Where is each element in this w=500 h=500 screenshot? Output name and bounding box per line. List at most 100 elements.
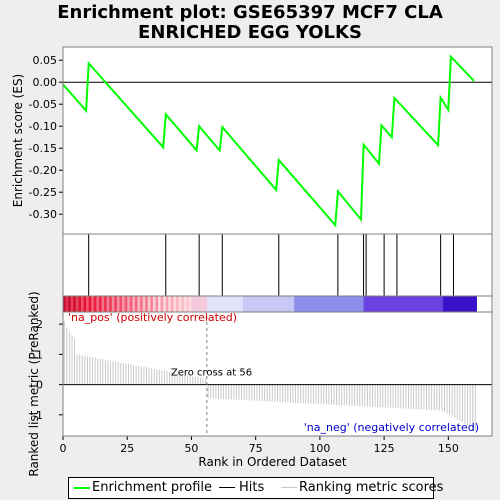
color-bar-cell — [160, 296, 164, 312]
color-bar-cell — [127, 296, 131, 312]
color-bar-cell — [294, 296, 298, 312]
color-bar-cell — [250, 296, 254, 312]
legend-hits: Hits — [239, 480, 265, 495]
color-bar-cell — [132, 296, 136, 312]
panel-background — [63, 312, 492, 436]
color-bar-cell — [181, 296, 185, 312]
color-bar-cell — [229, 296, 233, 312]
color-bar-cell — [235, 296, 239, 312]
color-bar-cell — [474, 296, 477, 312]
color-bar-cell — [389, 296, 393, 312]
color-bar-cell — [386, 296, 390, 312]
color-bar-cell — [425, 296, 429, 312]
color-bar-cell — [191, 296, 195, 312]
color-bar-cell — [271, 296, 275, 312]
color-bar-cell — [458, 296, 462, 312]
color-bar-cell — [258, 296, 262, 312]
color-bar-cell — [350, 296, 354, 312]
color-bar-cell — [340, 296, 344, 312]
color-bar-cell — [456, 296, 460, 312]
rank-xtick-label: 150 — [438, 442, 459, 455]
color-bar-cell — [98, 296, 102, 312]
color-bar-cell — [360, 296, 364, 312]
color-bar-cell — [242, 296, 246, 312]
ranking-metric-panel: Zero cross at 56 'na_pos' (positively cor… — [27, 291, 493, 477]
color-bar-cell — [355, 296, 359, 312]
color-bar-cell — [368, 296, 372, 312]
color-bar-cell — [73, 296, 77, 312]
color-bar-cell — [78, 296, 82, 312]
color-bar-cell — [194, 296, 197, 312]
color-bar-cell — [199, 296, 203, 312]
rank-ytick-label: 0 — [36, 379, 43, 392]
color-bar-cell — [152, 296, 156, 312]
color-bar-cell — [450, 296, 454, 312]
color-bar-cell — [314, 296, 318, 312]
color-bar-cell — [134, 296, 138, 312]
rank-ytick-label: 2 — [36, 318, 43, 331]
plot-title-line2: ENRICHED EGG YOLKS — [138, 22, 362, 43]
color-bar-cell — [376, 296, 380, 312]
color-bar-cell — [119, 296, 123, 312]
legend-enrichment-profile: Enrichment profile — [92, 480, 212, 495]
color-bar-cell — [86, 296, 90, 312]
panel-border — [62, 311, 493, 437]
color-bar-cell — [399, 296, 403, 312]
color-bar-cell — [278, 296, 282, 312]
color-bar-cell — [286, 296, 290, 312]
color-bar-cell — [337, 296, 341, 312]
color-bar-cell — [420, 296, 424, 312]
es-ytick-label: -0.10 — [29, 120, 57, 133]
color-bar-cell — [204, 296, 208, 312]
color-bar-cell — [173, 296, 177, 312]
color-bar-cell — [443, 296, 447, 312]
color-bar-cell — [276, 296, 280, 312]
color-bar-cell — [224, 296, 228, 312]
color-bar-cell — [427, 296, 431, 312]
es-ylabel: Enrichment score (ES) — [11, 74, 25, 207]
rank-xtick-label: 50 — [184, 442, 198, 455]
color-bar-cell — [343, 296, 346, 312]
color-bar-cell — [445, 296, 449, 312]
color-bar-cell — [222, 296, 226, 312]
color-bar-cell — [75, 296, 79, 312]
enrichment-profile-line — [62, 54, 475, 228]
color-bar-cell — [188, 296, 192, 312]
color-bar-cell — [165, 296, 169, 312]
color-bar-cell — [281, 296, 285, 312]
color-bar-cell — [409, 296, 413, 312]
color-bar-cell — [163, 296, 167, 312]
rank-xlabel: Rank in Ordered Dataset — [198, 455, 346, 469]
color-bar-cell — [291, 296, 295, 312]
color-bar-cell — [417, 296, 421, 312]
color-bar-cell — [414, 296, 418, 312]
color-bar-cell — [96, 296, 100, 312]
es-ytick-label: 0.00 — [33, 76, 58, 89]
color-bar-cell — [471, 296, 475, 312]
neg-correlated-label: 'na_neg' (negatively correlated) — [304, 421, 479, 434]
legend-ranking-swatch — [281, 487, 297, 488]
color-bar-cell — [327, 296, 331, 312]
color-bar-cell — [109, 296, 113, 312]
color-bar-cell — [245, 296, 249, 312]
color-bar-cell — [466, 296, 470, 312]
color-bar-cell — [268, 296, 272, 312]
color-bar-cell — [404, 296, 408, 312]
enrichment-score-panel: 0.05 0.00 -0.05 -0.10 -0.15 -0.20 -0.25 -0.30 En… — [11, 46, 493, 235]
legend-enrichment-swatch — [74, 487, 90, 489]
color-bar-cell — [402, 296, 406, 312]
color-bar-cell — [438, 296, 442, 312]
color-bar-cell — [232, 296, 236, 312]
color-bar-cell — [217, 296, 221, 312]
color-bar-cell — [176, 296, 179, 312]
color-bar-cell — [91, 296, 95, 312]
color-bar-cell — [296, 296, 300, 312]
color-bar-cell — [432, 296, 436, 312]
color-bar-cell — [63, 296, 66, 312]
es-ytick-label: -0.25 — [29, 186, 57, 199]
color-bar-cell — [255, 296, 259, 312]
color-bar-cell — [309, 296, 313, 312]
color-bar-cell — [366, 296, 370, 312]
color-bar-cell — [396, 296, 400, 312]
